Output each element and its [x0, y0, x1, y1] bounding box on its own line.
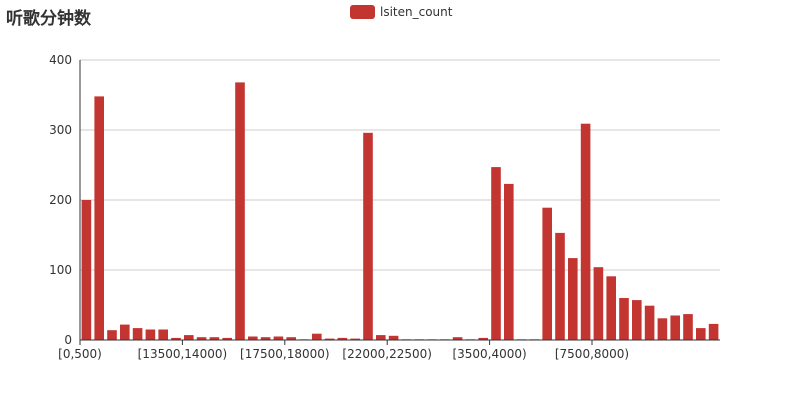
- bar[interactable]: [273, 336, 284, 341]
- y-tick-label: 100: [49, 263, 72, 277]
- bar[interactable]: [337, 337, 348, 340]
- bar[interactable]: [363, 132, 373, 340]
- x-tick-label: [17500,18000): [240, 347, 330, 361]
- bar[interactable]: [286, 337, 296, 340]
- bar[interactable]: [350, 338, 360, 340]
- bar[interactable]: [696, 328, 706, 340]
- bar[interactable]: [312, 333, 322, 340]
- bar[interactable]: [593, 267, 604, 340]
- bar[interactable]: [81, 200, 92, 340]
- bar[interactable]: [657, 318, 668, 340]
- bar[interactable]: [158, 329, 168, 341]
- legend-item[interactable]: lsiten_count: [350, 5, 452, 19]
- x-tick-label: [13500,14000): [138, 347, 228, 361]
- bar[interactable]: [260, 337, 271, 340]
- legend-label: lsiten_count: [380, 5, 453, 19]
- bar[interactable]: [120, 324, 130, 340]
- y-tick-label: 400: [49, 53, 72, 67]
- y-tick-label: 200: [49, 193, 72, 207]
- chart-title: 听歌分钟数: [6, 9, 91, 29]
- legend-swatch: [350, 5, 375, 19]
- bar[interactable]: [452, 337, 463, 340]
- bar[interactable]: [644, 305, 655, 340]
- bar[interactable]: [632, 300, 642, 340]
- bar[interactable]: [222, 337, 232, 340]
- bar[interactable]: [196, 337, 207, 340]
- bar[interactable]: [235, 82, 245, 341]
- bar[interactable]: [171, 337, 181, 340]
- grid-lines: [80, 59, 720, 271]
- axes: 0 100 200 300 400 [0,500) [13500,14000) [17500,…: [49, 53, 720, 361]
- bar[interactable]: [606, 276, 616, 340]
- bar[interactable]: [568, 258, 578, 340]
- x-tick-label: [22000,22500): [342, 347, 432, 361]
- bar[interactable]: [376, 335, 386, 340]
- bar[interactable]: [580, 123, 591, 340]
- x-tick-label: [7500,8000): [555, 347, 629, 361]
- y-tick-label: 0: [64, 333, 72, 347]
- bar[interactable]: [94, 96, 104, 341]
- bar[interactable]: [184, 335, 194, 340]
- bar[interactable]: [504, 183, 514, 340]
- bar[interactable]: [388, 335, 399, 340]
- bar[interactable]: [708, 323, 719, 340]
- bar[interactable]: [107, 330, 117, 340]
- bar[interactable]: [555, 232, 565, 340]
- bar[interactable]: [542, 207, 552, 340]
- bar[interactable]: [619, 298, 629, 340]
- bar[interactable]: [145, 329, 156, 341]
- bar-series: [81, 82, 719, 341]
- bar[interactable]: [132, 328, 143, 340]
- bar[interactable]: [491, 167, 501, 340]
- bar[interactable]: [209, 337, 220, 340]
- x-tick-label: [3500,4000): [452, 347, 526, 361]
- y-tick-label: 300: [49, 123, 72, 137]
- x-tick-label: [0,500): [58, 347, 102, 361]
- bar[interactable]: [248, 336, 258, 341]
- bar[interactable]: [683, 314, 693, 340]
- bar[interactable]: [670, 315, 680, 341]
- bar[interactable]: [478, 337, 488, 340]
- bar[interactable]: [324, 338, 335, 340]
